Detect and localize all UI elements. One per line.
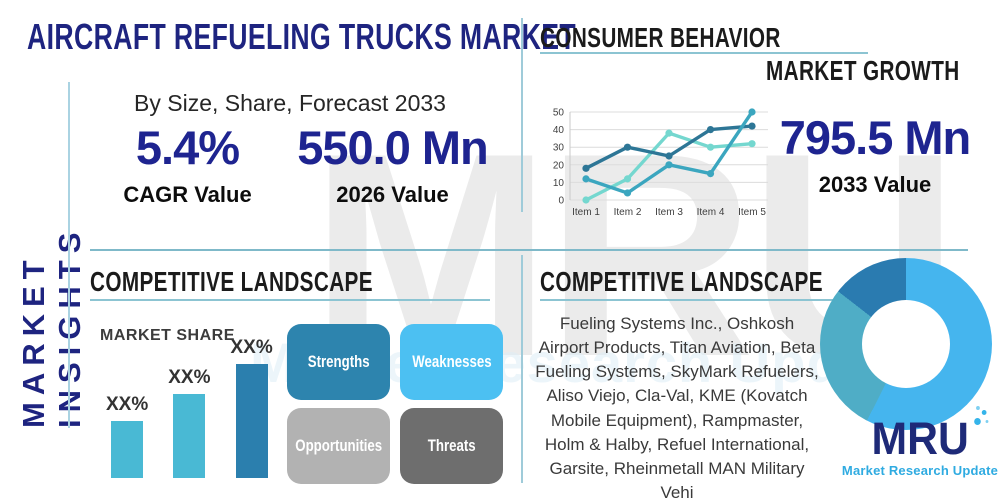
- vertical-divider-bottom: [521, 255, 523, 483]
- svg-text:0: 0: [558, 196, 564, 207]
- swot-threats-label: Threats: [427, 436, 476, 455]
- mru-logo: MRU Market Research Update: [840, 406, 1000, 478]
- market-share-bar-chart: XX% XX% XX%: [106, 337, 273, 478]
- consumer-behavior-line-chart: 0 10 20 30 40 50 Item 1 Item 2 Item 3 Item 4 Item …: [553, 108, 768, 218]
- value-2026-label: 2026 Value: [336, 181, 449, 207]
- swot-weaknesses-box: Weaknesses: [400, 324, 503, 400]
- svg-text:Item 4: Item 4: [697, 207, 725, 218]
- competitive-landscape-right-text: COMPETITIVE LANDSCAPE: [540, 266, 823, 297]
- svg-text:Item 1: Item 1: [572, 207, 600, 218]
- competitive-landscape-right-heading: COMPETITIVE LANDSCAPE: [540, 266, 922, 298]
- market-share-label: MARKET SHARE: [100, 327, 235, 344]
- bar-column: XX%: [168, 367, 211, 478]
- page-title: AIRCRAFT REFUELING TRUCKS MARKET: [27, 16, 769, 58]
- value-2033-stat: 795.5 Mn 2033 Value: [775, 112, 975, 198]
- svg-text:Item 2: Item 2: [614, 207, 642, 218]
- value-2026: 550.0 Mn: [297, 121, 489, 174]
- consumer-behavior-text: CONSUMER BEHAVIOR: [540, 22, 781, 53]
- market-growth-text: MARKET GROWTH: [766, 55, 960, 86]
- competitive-landscape-left-underline: [90, 299, 490, 301]
- bar-value-label: XX%: [230, 337, 273, 358]
- mru-logo-text: MRU: [871, 406, 989, 461]
- bar: [173, 394, 206, 478]
- swot-strengths-label: Strengths: [307, 352, 370, 371]
- value-2033: 795.5 Mn: [779, 111, 972, 164]
- vertical-divider-top: [521, 18, 523, 212]
- cagr-label: CAGR Value: [123, 181, 252, 207]
- bar-column: XX%: [106, 394, 148, 478]
- bar: [235, 364, 268, 478]
- swot-weaknesses-label: Weaknesses: [411, 352, 492, 371]
- bar-column: XX%: [231, 337, 273, 478]
- svg-text:40: 40: [553, 125, 565, 136]
- swot-opportunities-box: Opportunities: [287, 408, 390, 484]
- market-growth-heading: MARKET GROWTH: [540, 55, 960, 87]
- svg-text:Item 5: Item 5: [738, 207, 766, 218]
- competitive-landscape-left-text: COMPETITIVE LANDSCAPE: [90, 266, 373, 297]
- swot-matrix: Strengths Weaknesses Opportunities Threa…: [287, 324, 503, 484]
- cagr-value: 5.4%: [135, 121, 240, 174]
- left-vertical-rule: [68, 82, 70, 428]
- donut-hole: [862, 300, 950, 388]
- horizontal-divider: [90, 249, 968, 251]
- consumer-behavior-heading: CONSUMER BEHAVIOR: [540, 22, 865, 54]
- svg-text:50: 50: [553, 108, 565, 119]
- swot-opportunities-label: Opportunities: [295, 436, 382, 455]
- bar-value-label: XX%: [106, 394, 149, 415]
- competitive-landscape-left-heading: COMPETITIVE LANDSCAPE: [90, 266, 472, 298]
- consumer-behavior-underline: [540, 52, 868, 54]
- competitive-landscape-right-underline: [540, 299, 870, 301]
- swot-strengths-box: Strengths: [287, 324, 390, 400]
- bar: [111, 421, 144, 478]
- subtitle: By Size, Share, Forecast 2033: [134, 90, 446, 116]
- mru-logo-tagline: Market Research Update: [841, 463, 999, 478]
- value-2026-stat: 550.0 Mn 2026 Value: [290, 122, 495, 208]
- swot-threats-box: Threats: [400, 408, 503, 484]
- svg-text:10: 10: [553, 178, 565, 189]
- value-2033-label: 2033 Value: [818, 171, 932, 197]
- svg-text:20: 20: [553, 160, 565, 171]
- svg-text:30: 30: [553, 143, 565, 154]
- cagr-stat: 5.4% CAGR Value: [90, 122, 285, 208]
- svg-text:Item 3: Item 3: [655, 207, 683, 218]
- page-title-text: AIRCRAFT REFUELING TRUCKS MARKET: [27, 16, 577, 57]
- vertical-market-insights-label: MARKET INSIGHTS: [16, 225, 87, 428]
- company-list: Fueling Systems Inc., Oshkosh Airport Pr…: [535, 314, 819, 500]
- bar-value-label: XX%: [168, 367, 211, 388]
